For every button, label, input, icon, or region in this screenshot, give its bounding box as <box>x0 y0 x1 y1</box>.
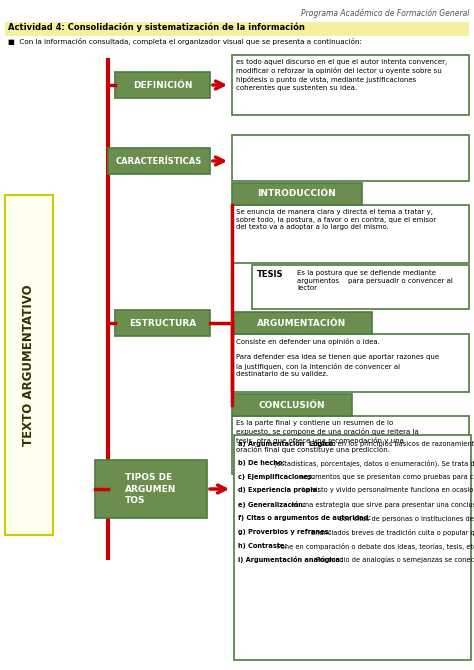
Text: Lo visto y vivido personalmente funciona en ocasiones como argumento.: Lo visto y vivido personalmente funciona… <box>302 487 474 493</box>
Bar <box>108 148 210 174</box>
Text: ARGUMENTACIÓN: ARGUMENTACIÓN <box>257 318 346 328</box>
Text: ESTRUCTURA: ESTRUCTURA <box>129 318 196 328</box>
Text: d) Experiencia propia:: d) Experiencia propia: <box>238 487 322 493</box>
Text: Son citas de personas o instituciones de prestigio, creíbles por sí.: Son citas de personas o instituciones de… <box>339 515 474 521</box>
Bar <box>234 435 471 660</box>
Text: a) Argumentación  Lógico:: a) Argumentación Lógico: <box>238 440 338 447</box>
Bar <box>5 22 469 36</box>
Text: Es la parte final y contiene un resumen de lo
expuesto, se compone de una oració: Es la parte final y contiene un resumen … <box>236 420 419 454</box>
Bar <box>95 460 207 518</box>
Bar <box>115 72 210 98</box>
Bar <box>115 310 210 336</box>
Text: ■  Con la información consultada, completa el organizador visual que se presenta: ■ Con la información consultada, complet… <box>8 38 362 45</box>
Bar <box>252 265 469 309</box>
Text: i) Argumentación analógica:: i) Argumentación analógica: <box>238 556 345 563</box>
Bar <box>232 394 352 416</box>
Text: Programa Académico de Formación General: Programa Académico de Formación General <box>301 8 469 17</box>
Bar <box>232 334 469 392</box>
Text: f) Citas o argumentos de autoridad:: f) Citas o argumentos de autoridad: <box>238 515 374 521</box>
Bar <box>5 195 53 535</box>
Text: argumentos que se presentan como pruebas para confirmar o negar algo: argumentos que se presentan como pruebas… <box>300 474 474 480</box>
Text: CONCLUSIÓN: CONCLUSIÓN <box>259 401 325 409</box>
Text: Pone en comparación o debate dos ideas, teorías, tesis, etc.: Pone en comparación o debate dos ideas, … <box>277 543 474 549</box>
Text: DEFINICIÓN: DEFINICIÓN <box>133 80 192 90</box>
Text: es todo aquel discurso en el que el autor intenta convencer,
modificar o reforza: es todo aquel discurso en el que el auto… <box>236 59 447 91</box>
Bar <box>232 183 362 205</box>
Text: TESIS: TESIS <box>257 270 283 279</box>
Bar <box>232 416 469 474</box>
Text: c) Ejemplificaciones:: c) Ejemplificaciones: <box>238 474 317 480</box>
Bar <box>232 55 469 115</box>
Text: Por medio de analogías o semejanzas se conecta lo explicado con otras realidades: Por medio de analogías o semejanzas se c… <box>317 556 474 563</box>
Bar <box>232 312 372 334</box>
Text: TIPOS DE
ARGUMEN
TOS: TIPOS DE ARGUMEN TOS <box>125 474 177 505</box>
Text: es una estrategia que sirve para presentar una conclusión general a partir de he: es una estrategia que sirve para present… <box>291 501 474 509</box>
Text: e) Generalización:: e) Generalización: <box>238 501 308 509</box>
Text: Basado en los principios básicos de razonamiento humano: causa-efecto, concreto-: Basado en los principios básicos de razo… <box>311 440 474 447</box>
Bar <box>232 205 469 263</box>
Text: CARACTERÍSTICAS: CARACTERÍSTICAS <box>116 157 202 165</box>
Text: Actividad 4: Consolidación y sistematización de la información: Actividad 4: Consolidación y sistematiza… <box>8 23 305 33</box>
Text: Consiste en defender una opinión o idea.

Para defender esa idea se tienen que a: Consiste en defender una opinión o idea.… <box>236 338 439 377</box>
Text: Es la postura que se defiende mediante
argumentos    para persuadir o convencer : Es la postura que se defiende mediante a… <box>297 270 453 291</box>
Text: h) Contraste:: h) Contraste: <box>238 543 290 549</box>
Text: (estadísticas, porcentajes, datos o enumeración). Se trata de cifras u otra info: (estadísticas, porcentajes, datos o enum… <box>274 460 474 467</box>
Text: Enunciados breves de tradición culta o popular que encierran una enseñanza: Enunciados breves de tradición culta o p… <box>311 529 474 536</box>
Bar <box>232 135 469 181</box>
Text: TEXTO ARGUMENTATIVO: TEXTO ARGUMENTATIVO <box>22 284 36 446</box>
Text: Se enuncia de manera clara y directa el tema a tratar y,
sobre todo, la postura,: Se enuncia de manera clara y directa el … <box>236 209 436 230</box>
Text: b) De hecho:: b) De hecho: <box>238 460 287 466</box>
Text: INTRODUCCIÓN: INTRODUCCIÓN <box>258 190 337 198</box>
Text: g) Proverbios y refranes:: g) Proverbios y refranes: <box>238 529 334 535</box>
